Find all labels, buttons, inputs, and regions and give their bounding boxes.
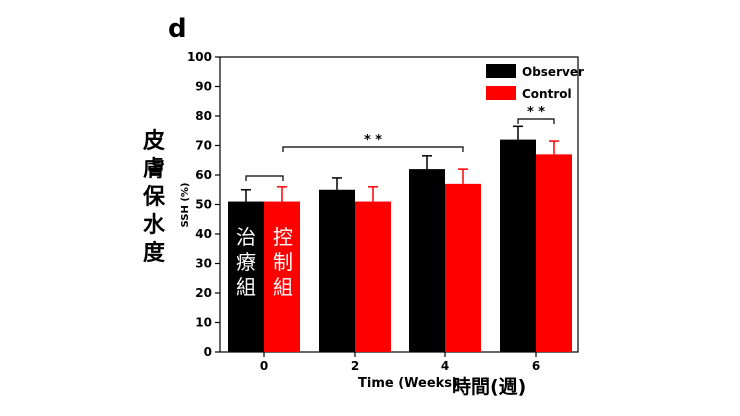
y-tick-label: 20 <box>195 286 212 300</box>
panel-label: d <box>168 14 187 44</box>
bar-observer <box>228 201 264 352</box>
x-axis-label: Time (Weeks) <box>358 376 458 391</box>
cn-ylabel-char: 皮 <box>142 129 165 154</box>
significance-marker: * * <box>527 105 545 120</box>
y-tick-label: 40 <box>195 227 212 241</box>
control-group-char: 制 <box>273 250 293 274</box>
cn-ylabel-char: 水 <box>142 213 165 238</box>
y-tick-label: 70 <box>195 139 212 153</box>
bar-control <box>536 154 572 352</box>
cn-ylabel-char: 度 <box>142 241 165 266</box>
bar-control <box>355 201 391 352</box>
chinese-y-axis-label: 皮 膚 保 水 度 <box>140 128 168 268</box>
significance-marker: * * <box>364 133 382 148</box>
chinese-x-axis-label: 時間(週) <box>452 376 527 398</box>
significance-bracket <box>517 118 555 124</box>
x-tick-label: 2 <box>351 359 359 373</box>
y-tick-label: 30 <box>195 257 212 271</box>
legend-swatch-control <box>486 86 516 100</box>
y-tick-label: 80 <box>195 109 212 123</box>
x-tick-label: 4 <box>441 359 449 373</box>
y-tick-label: 90 <box>195 80 212 94</box>
y-tick-label: 100 <box>187 50 212 64</box>
y-tick-label: 50 <box>195 198 212 212</box>
bar-observer <box>319 189 355 352</box>
legend-swatch-observer <box>486 64 516 78</box>
bar-observer <box>500 139 536 352</box>
observer-group-label: 治 療 組 <box>228 225 264 300</box>
x-tick-label: 6 <box>532 359 540 373</box>
y-axis-label: SSH (%) <box>180 183 191 228</box>
legend-label-control: Control <box>522 87 572 101</box>
significance-bracket <box>245 175 284 181</box>
cn-ylabel-char: 保 <box>142 185 165 210</box>
y-tick-label: 0 <box>204 345 212 359</box>
observer-group-char: 治 <box>236 225 256 249</box>
bar-control <box>445 183 481 352</box>
significance-bracket <box>282 146 464 152</box>
x-tick-label: 0 <box>260 359 268 373</box>
control-group-label: 控 制 組 <box>265 225 301 300</box>
control-group-char: 控 <box>273 225 293 249</box>
observer-group-char: 組 <box>236 275 256 299</box>
observer-group-char: 療 <box>236 250 256 274</box>
control-group-char: 組 <box>273 275 293 299</box>
cn-ylabel-char: 膚 <box>142 157 165 182</box>
y-tick-label: 10 <box>195 316 212 330</box>
y-tick-label: 60 <box>195 168 212 182</box>
legend-label-observer: Observer <box>522 65 584 79</box>
bar-control <box>264 201 300 352</box>
bar-observer <box>409 169 445 352</box>
